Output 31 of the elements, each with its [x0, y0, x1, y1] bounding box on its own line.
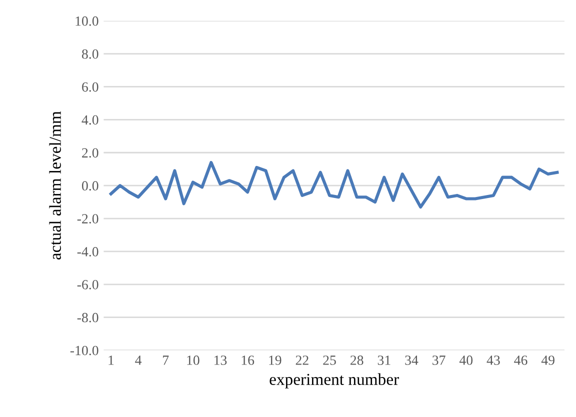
x-tick-label: 22 — [296, 356, 308, 365]
y-tick-label: -6.0 — [77, 280, 98, 290]
y-tick-label: 0.0 — [82, 181, 98, 191]
y-tick-label: 2.0 — [82, 148, 98, 158]
x-tick-label: 13 — [214, 356, 227, 365]
y-tick-label: 4.0 — [82, 115, 98, 125]
x-tick-label: 28 — [350, 356, 364, 365]
y-tick-label: 10.0 — [76, 16, 98, 26]
y-tick-label: 6.0 — [82, 82, 98, 92]
x-tick-label: 1 — [108, 356, 114, 365]
x-tick-label: 25 — [323, 356, 336, 365]
x-tick-label: 10 — [187, 356, 200, 365]
x-tick-label: 31 — [378, 356, 390, 365]
x-tick-label: 43 — [486, 356, 500, 365]
x-tick-label: 19 — [269, 356, 282, 365]
x-tick-label: 49 — [541, 356, 554, 365]
y-axis-title: actual alarm level/mm — [49, 111, 61, 260]
x-tick-label: 46 — [514, 356, 528, 365]
y-tick-label: -4.0 — [77, 247, 98, 256]
y-tick-label: -10.0 — [70, 346, 98, 356]
x-axis-title: experiment number — [270, 373, 399, 388]
line-series — [109, 160, 559, 209]
x-tick-label: 34 — [405, 356, 418, 365]
y-tick-label: -8.0 — [77, 312, 98, 322]
x-tick-label: 4 — [135, 356, 142, 365]
x-tick-label: 7 — [163, 356, 169, 365]
x-tick-label: 40 — [459, 356, 473, 365]
y-tick-label: 8.0 — [82, 49, 98, 59]
x-tick-label: 16 — [242, 356, 254, 365]
y-tick-label: -2.0 — [77, 214, 98, 224]
x-tick-label: 37 — [432, 356, 446, 365]
